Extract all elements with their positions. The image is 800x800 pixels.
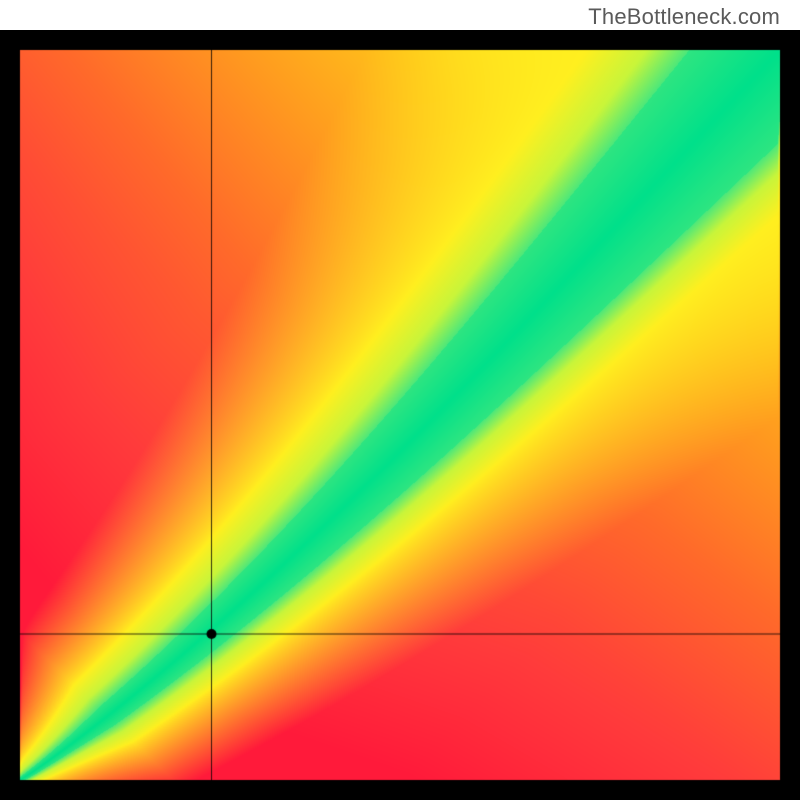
- chart-container: TheBottleneck.com: [0, 0, 800, 800]
- heatmap-canvas: [0, 30, 800, 800]
- watermark-text: TheBottleneck.com: [588, 4, 780, 30]
